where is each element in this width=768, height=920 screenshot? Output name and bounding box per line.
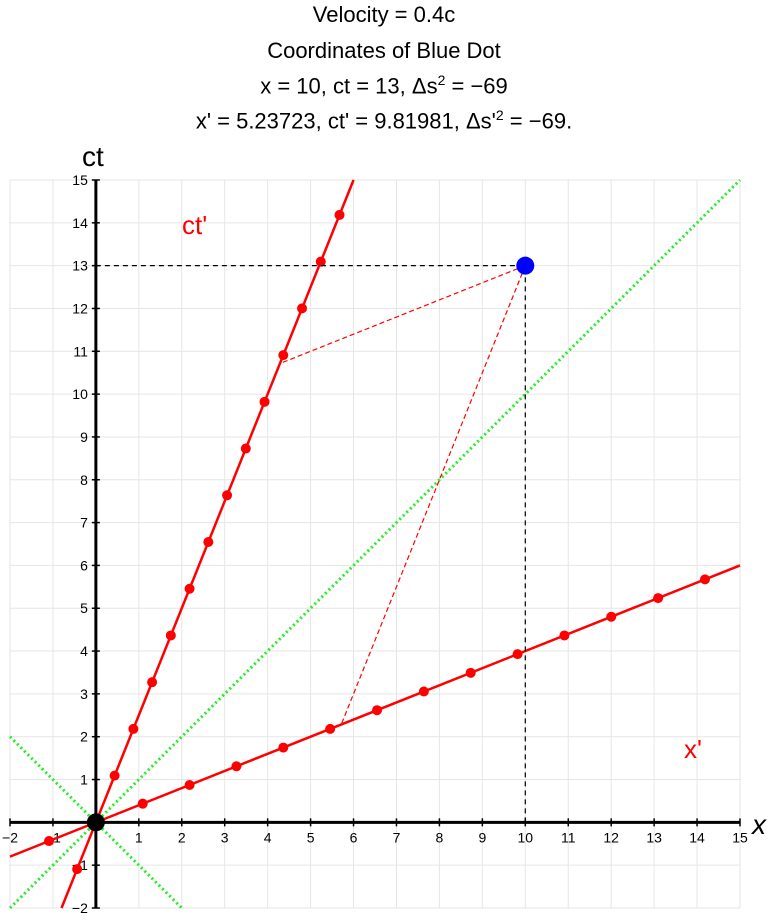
ct-prime-tick-dot [278, 350, 289, 361]
ct-prime-tick-dot [165, 630, 176, 641]
x-tick-label: 7 [393, 829, 401, 845]
ct-prime-tick-dot [315, 256, 326, 267]
ct-prime-tick-dot [297, 303, 308, 314]
x-prime-tick-dot [418, 686, 429, 697]
x-tick-label: 3 [221, 829, 229, 845]
ct-tick-label: 15 [72, 172, 88, 188]
x-tick-label: 11 [561, 829, 576, 845]
ct-tick-label: 9 [80, 429, 88, 445]
ct-prime-tick-dot [184, 583, 195, 594]
coordinates-heading: Coordinates of Blue Dot [267, 38, 501, 63]
x-prime-tick-dot [699, 574, 710, 585]
x-tick-label: 9 [478, 829, 486, 845]
ct-tick-label: 6 [80, 557, 88, 573]
x-prime-tick-dot [465, 667, 476, 678]
x-prime-tick-dot [606, 611, 617, 622]
ct-prime-tick-dot [334, 209, 345, 220]
ct-prime-tick-dot [109, 770, 120, 781]
ct-prime-tick-dot [128, 723, 139, 734]
origin-dot [86, 813, 105, 832]
x-tick-label: 10 [518, 829, 534, 845]
x-axis-label: x [750, 809, 767, 840]
ct-tick-label: 13 [72, 258, 88, 274]
ct-prime-tick-dot [240, 443, 251, 454]
x-prime-tick-dot [231, 761, 242, 772]
velocity-title: Velocity = 0.4c [312, 2, 456, 27]
x-tick-label: 1 [135, 829, 143, 845]
x-tick-label: 5 [307, 829, 315, 845]
x-tick-label: 14 [689, 829, 705, 845]
ct-tick-label: 5 [80, 600, 88, 616]
x-prime-tick-dot [137, 798, 148, 809]
light-line-positive [8, 178, 742, 910]
ct-prime-projection-line [279, 265, 526, 365]
ct-tick-label: 11 [73, 343, 88, 359]
x-prime-tick-dot [44, 836, 55, 847]
primed-coordinates: x' = 5.23723, ct' = 9.81981, Δs'2 = −69. [195, 107, 573, 134]
x-prime-tick-dot [653, 593, 664, 604]
unprimed-coordinates: x = 10, ct = 13, Δs2 = −69 [260, 72, 508, 99]
x-prime-projection-line [340, 265, 526, 725]
ct-prime-tick-dot [203, 537, 214, 548]
ct-tick-label: −2 [72, 900, 88, 916]
x-tick-label: 4 [264, 829, 272, 845]
ct-prime-label: ct' [182, 210, 207, 240]
ct-tick-label: 4 [80, 643, 88, 659]
x-prime-tick-dot [512, 649, 523, 660]
ct-axis-label: ct [82, 141, 104, 172]
x-prime-tick-dot [325, 723, 336, 734]
ct-tick-label: 2 [80, 729, 88, 745]
ct-tick-label: 8 [80, 472, 88, 488]
x-tick-label: −2 [2, 829, 18, 845]
ct-tick-label: 7 [80, 515, 88, 531]
x-tick-label: 2 [178, 829, 186, 845]
ct-tick-label: 12 [72, 300, 88, 316]
blue-dot [516, 256, 535, 275]
x-prime-tick-dot [278, 742, 289, 753]
x-tick-label: 15 [732, 829, 748, 845]
ct-tick-label: 14 [72, 215, 88, 231]
x-prime-tick-dot [371, 705, 382, 716]
ct-prime-tick-dot [147, 677, 158, 688]
x-tick-label: 13 [646, 829, 662, 845]
ct-prime-tick-dot [259, 396, 270, 407]
x-tick-label: 8 [436, 829, 444, 845]
x-tick-label: 12 [603, 829, 619, 845]
ct-tick-label: 10 [72, 386, 88, 402]
x-prime-label: x' [684, 734, 702, 764]
x-tick-label: 6 [350, 829, 358, 845]
ct-prime-tick-dot [72, 864, 83, 875]
ct-prime-tick-dot [222, 490, 233, 501]
x-prime-tick-dot [184, 779, 195, 790]
x-prime-tick-dot [559, 630, 570, 641]
ct-tick-label: 3 [80, 686, 88, 702]
ct-tick-label: 1 [80, 772, 88, 788]
